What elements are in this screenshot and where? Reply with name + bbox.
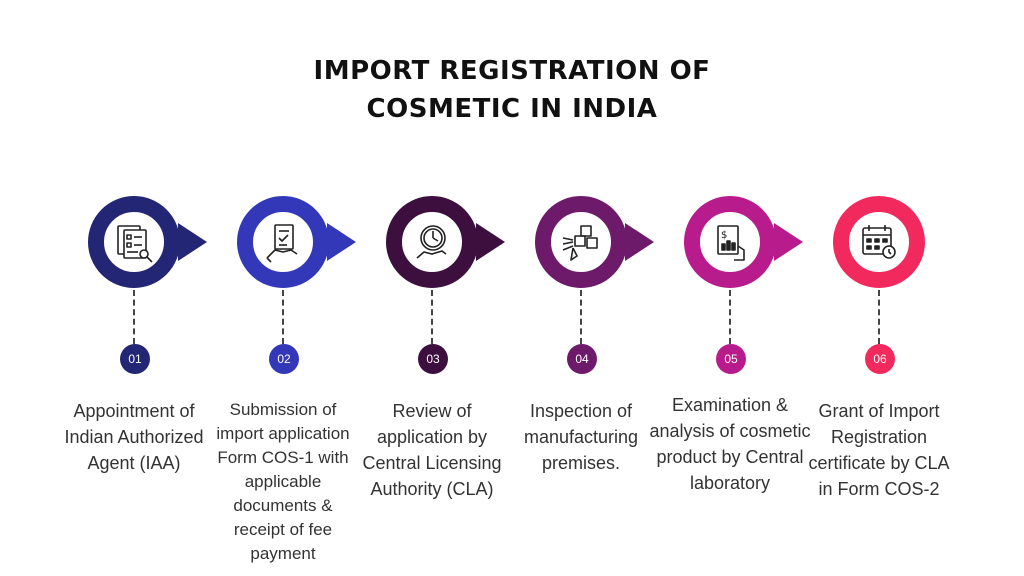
step-1-number: 01 xyxy=(120,344,150,374)
step-5-connector xyxy=(729,290,731,344)
step-4-label: Inspection of manufacturing premises. xyxy=(523,401,639,473)
step-2-connector xyxy=(282,290,284,344)
step-4: 04 Inspection of manufacturing premises. xyxy=(524,0,683,576)
step-6-number: 06 xyxy=(865,344,895,374)
step-6-ring xyxy=(833,196,925,288)
title-line-1: IMPORT REGISTRATION OF xyxy=(313,56,711,86)
step-4-connector xyxy=(580,290,582,344)
step-3: 03 Review of application by Central Lice… xyxy=(362,0,534,576)
step-3-ring xyxy=(386,196,505,288)
step-6: 06 Grant of Import Registration certific… xyxy=(808,0,981,576)
step-5-label: Examination & analysis of cosmetic produ… xyxy=(649,395,811,493)
inspection-cubes-icon xyxy=(555,216,607,268)
lab-analysis-icon: $ xyxy=(704,216,756,268)
step-4-ring xyxy=(535,196,654,288)
agent-documents-icon xyxy=(108,216,160,268)
page-title: IMPORT REGISTRATION OF COSMETIC IN INDIA xyxy=(0,52,1024,128)
step-5-ring xyxy=(684,196,803,288)
step-3-label: Review of application by Central Licensi… xyxy=(362,401,502,499)
step-3-number: 03 xyxy=(418,344,448,374)
clock-review-icon xyxy=(406,216,458,268)
step-1-ring xyxy=(88,196,207,288)
step-2-label: Submission of import application Form CO… xyxy=(216,400,350,563)
step-6-label: Grant of Import Registration certificate… xyxy=(808,401,950,499)
step-1: 01 Appointment of Indian Authorized Agen… xyxy=(64,0,236,576)
document-submission-icon xyxy=(257,216,309,268)
calendar-certificate-icon xyxy=(853,216,905,268)
step-3-connector xyxy=(431,290,433,344)
step-4-number: 04 xyxy=(567,344,597,374)
step-5-number: 05 xyxy=(716,344,746,374)
step-2-number: 02 xyxy=(269,344,299,374)
svg-text:$: $ xyxy=(721,230,727,241)
step-2-ring xyxy=(237,196,356,288)
step-1-label: Appointment of Indian Authorized Agent (… xyxy=(64,401,204,473)
step-5: $ 05 Examination & analysis of cosmetic … xyxy=(649,0,832,576)
step-6-connector xyxy=(878,290,880,344)
step-1-connector xyxy=(133,290,135,344)
title-line-2: COSMETIC IN INDIA xyxy=(366,94,658,124)
step-2: 02 Submission of import application Form… xyxy=(216,0,385,576)
